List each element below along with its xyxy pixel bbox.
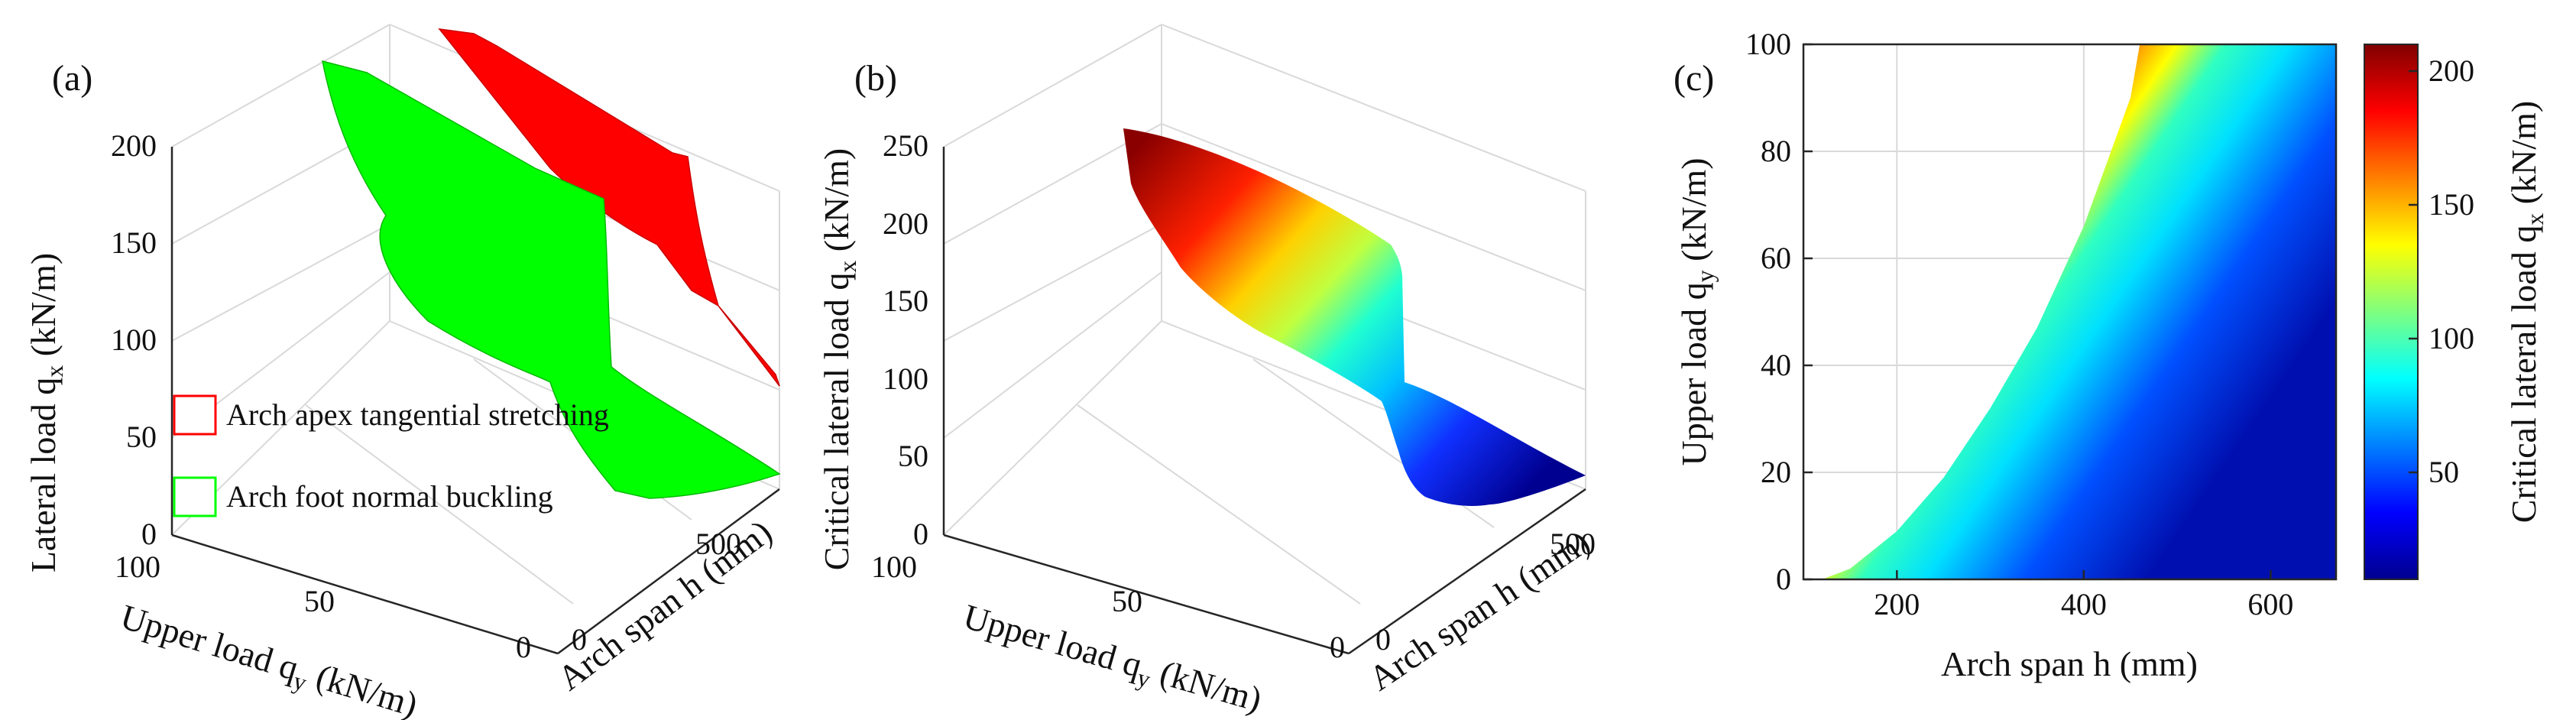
panel-a-ztick: 200: [111, 128, 157, 163]
panel-a: (a) 0 50 100 150: [24, 24, 781, 720]
x-tick-label: 400: [2061, 587, 2107, 621]
panel-a-ytick: 100: [115, 550, 160, 584]
panel-a-ylabel: Upper load qy (kN/m): [115, 597, 422, 720]
panel-b-y-axis: [943, 534, 1350, 655]
y-tick-label: 100: [1745, 27, 1791, 61]
panel-c-frame: [1802, 43, 2338, 581]
y-tick-label: 20: [1761, 455, 1791, 489]
panel-c-label: (c): [1674, 58, 1714, 99]
panel-a-y-axis: [171, 534, 559, 655]
panel-c-y-ticks: 0 20 40 60 80 100: [1745, 27, 1813, 596]
panel-a-xtick: 500: [695, 527, 741, 561]
panel-b-ytick: 50: [1112, 584, 1142, 618]
panel-b-z-ticks: 0 50 100 150 200 250: [883, 128, 928, 551]
panel-c: (c) 200 400 600 0 20 40 60 80 100 Arch span h (…: [1674, 27, 2548, 683]
panel-a-label: (a): [52, 58, 92, 99]
panel-b-x-axis: [1348, 488, 1586, 655]
panel-a-legend: Arch apex tangential stretching Arch foo…: [173, 394, 609, 517]
panel-b-ztick: 0: [913, 517, 928, 551]
panel-a-ytick: 50: [304, 584, 335, 618]
panel-b-label: (b): [854, 58, 897, 99]
legend-swatch-apex: [173, 394, 217, 436]
panel-a-xlabel: Arch span h (mm): [550, 512, 779, 698]
panel-a-ztick: 100: [111, 323, 157, 357]
panel-b-ztick: 150: [883, 284, 928, 318]
panel-b-ytick: 0: [1330, 630, 1345, 664]
panel-c-ylabel: Upper load qy (kN/m): [1674, 157, 1719, 465]
panel-b-y-ticks: 100 50 0: [871, 550, 1345, 664]
colorbar-tick-label: 50: [2429, 455, 2459, 489]
legend-label-foot: Arch foot normal buckling: [226, 479, 553, 514]
colorbar-tick-label: 100: [2429, 321, 2474, 355]
panel-b-ztick: 50: [898, 439, 928, 473]
panel-b-xlabel: Arch span h (mm): [1362, 522, 1596, 698]
y-tick-label: 0: [1776, 562, 1791, 596]
panel-b-xtick: 500: [1550, 527, 1596, 561]
panel-a-ytick: 0: [516, 630, 531, 664]
colorbar-tick-label: 200: [2429, 54, 2474, 88]
panel-b: (b) 0 50 100 150 200 250: [817, 24, 1596, 719]
panel-b-ztick: 250: [883, 128, 928, 163]
panel-a-ztick: 0: [141, 517, 157, 551]
surface-critical-load: [1123, 128, 1586, 506]
panel-b-ztick: 200: [883, 206, 928, 241]
x-tick-label: 200: [1874, 587, 1920, 621]
panel-b-x-ticks: 0 500: [1375, 527, 1596, 657]
legend-swatch-foot: [173, 476, 217, 517]
panel-c-xlabel: Arch span h (mm): [1941, 644, 2198, 683]
colorbar-label: Critical lateral load qx (kN/m): [2504, 101, 2548, 523]
panel-c-x-ticks: 200 400 600: [1874, 570, 2293, 621]
panel-b-zlabel: Critical lateral load qx (kN/m): [817, 148, 861, 570]
x-tick-label: 600: [2247, 587, 2293, 621]
panel-a-y-ticks: 100 50 0: [115, 550, 531, 664]
panel-b-ytick: 100: [871, 550, 917, 584]
panel-a-x-ticks: 0 500: [572, 527, 741, 657]
colorbar-tick-label: 150: [2429, 187, 2474, 222]
y-tick-label: 60: [1761, 241, 1791, 275]
y-tick-label: 40: [1761, 348, 1791, 382]
y-tick-label: 80: [1761, 134, 1791, 168]
heatmap-critical-load: [1822, 44, 2336, 579]
legend-label-apex: Arch apex tangential stretching: [226, 397, 609, 432]
panel-a-x-axis: [557, 488, 780, 655]
panel-b-xtick: 0: [1375, 622, 1391, 657]
colorbar: [2364, 44, 2419, 580]
surface-foot-buckling: [322, 60, 781, 499]
panel-a-xtick: 0: [572, 622, 587, 657]
panel-a-ztick: 50: [126, 420, 157, 454]
panel-a-zlabel: Lateral load qx (kN/m): [24, 253, 68, 572]
colorbar-ticks: 50 100 150 200: [2409, 54, 2474, 489]
panel-a-z-ticks: 0 50 100 150 200: [111, 128, 157, 551]
panel-b-ztick: 100: [883, 362, 928, 396]
panel-a-ztick: 150: [111, 225, 157, 260]
